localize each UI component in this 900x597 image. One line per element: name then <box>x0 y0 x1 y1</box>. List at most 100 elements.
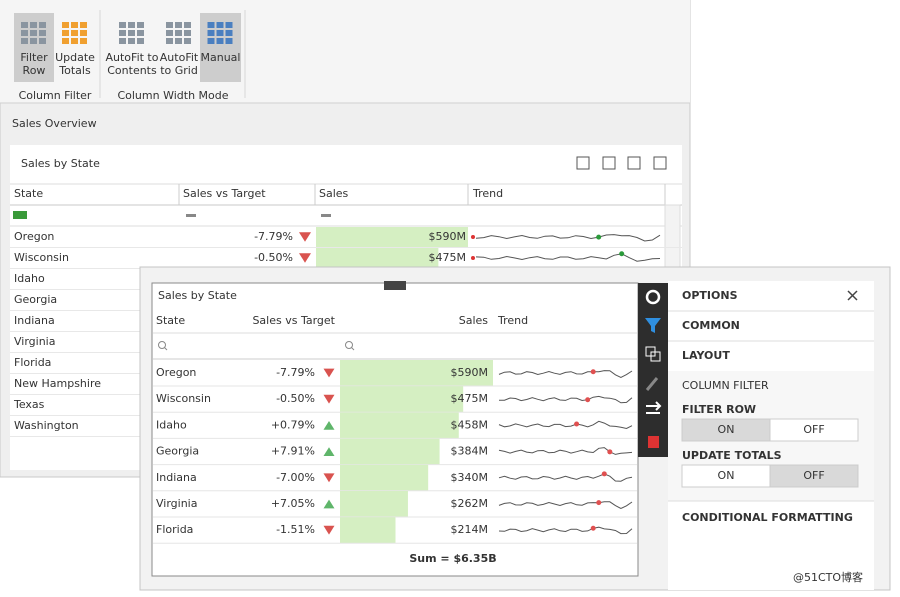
sparkline-peak <box>607 449 613 455</box>
state-cell: New Hampshire <box>14 377 101 390</box>
sales-bar <box>340 517 396 544</box>
ribbon-icon <box>175 38 182 44</box>
ribbon-icon <box>166 30 173 36</box>
sparkline-peak <box>590 369 596 375</box>
sales-cell: $340M <box>451 471 489 484</box>
ribbon-button-label: AutoFit to <box>106 51 159 64</box>
ribbon-icon <box>166 38 173 44</box>
card-icon[interactable] <box>576 156 590 170</box>
sparkline-start <box>471 235 475 239</box>
ribbon-icon <box>71 38 78 44</box>
drag-handle[interactable] <box>384 281 406 290</box>
ribbon-icon <box>71 30 78 36</box>
ribbon-icon <box>39 38 46 44</box>
state-cell: Idaho <box>156 418 187 431</box>
page-title: Sales Overview <box>12 117 97 130</box>
options-title: OPTIONS <box>682 289 738 302</box>
toolbar-arrows[interactable] <box>646 401 662 414</box>
card-icon[interactable] <box>627 156 641 170</box>
trend-arrow <box>323 447 335 456</box>
ribbon-icon <box>216 30 224 36</box>
sales-bar <box>340 360 493 387</box>
ribbon-icon <box>137 30 144 36</box>
column-header: Trend <box>472 187 503 200</box>
ribbon-icon <box>207 38 215 44</box>
sparkline-peak <box>601 471 607 477</box>
state-cell: Indiana <box>156 471 197 484</box>
ribbon-button-label: Manual <box>201 51 241 64</box>
ribbon-icon <box>225 30 233 36</box>
toolbar-layout[interactable] <box>650 351 661 362</box>
ribbon-icon <box>128 30 135 36</box>
ribbon-icon <box>119 38 126 44</box>
ribbon-button-label: Contents <box>107 64 157 77</box>
vs-target-cell: -1.51% <box>276 523 315 536</box>
column-header: Sales <box>319 187 349 200</box>
state-cell: Virginia <box>14 335 55 348</box>
sparkline <box>498 526 633 535</box>
state-cell: Idaho <box>14 272 45 285</box>
vs-target-cell: -7.79% <box>276 366 315 379</box>
ribbon-icon <box>207 22 215 28</box>
sales-bar <box>316 248 439 268</box>
toolbar-filter[interactable] <box>645 318 661 333</box>
ribbon-button-label: Totals <box>58 64 91 77</box>
sales-cell: $590M <box>429 230 467 243</box>
ribbon-icon <box>71 22 78 28</box>
toolbar-gear[interactable] <box>645 289 661 305</box>
sales-cell: $384M <box>451 445 489 458</box>
sparkline-peak <box>596 234 602 240</box>
column-header: State <box>14 187 43 200</box>
ribbon-icon <box>225 22 233 28</box>
sparkline <box>475 253 661 262</box>
trend-arrow <box>323 421 335 430</box>
ribbon-icon <box>137 38 144 44</box>
ribbon <box>0 0 690 103</box>
ribbon-icon <box>225 38 233 44</box>
options-section: CONDITIONAL FORMATTING <box>682 511 853 524</box>
sales-bar <box>340 464 429 491</box>
toggle-label: OFF <box>803 469 824 482</box>
state-cell: Indiana <box>14 314 55 327</box>
ribbon-group-label: Column Filter <box>19 89 92 102</box>
card-icon[interactable] <box>653 156 667 170</box>
option-label: UPDATE TOTALS <box>682 449 782 462</box>
toggle-button[interactable] <box>769 418 859 442</box>
vs-target-cell: -7.79% <box>254 230 293 243</box>
card-icon[interactable] <box>602 156 616 170</box>
trend-arrow <box>299 232 311 242</box>
ribbon-icon <box>175 22 182 28</box>
ribbon-icon <box>62 22 69 28</box>
trend-arrow <box>323 368 335 378</box>
ribbon-icon <box>80 38 87 44</box>
sparkline-peak <box>574 421 580 427</box>
grid-header <box>10 184 682 205</box>
ribbon-icon <box>216 38 224 44</box>
vs-target-cell: +0.79% <box>271 418 315 431</box>
toolbar-delete[interactable] <box>648 436 659 448</box>
toolbar-wrench[interactable] <box>645 377 659 391</box>
sales-cell: $214M <box>451 523 489 536</box>
ribbon-icon <box>80 22 87 28</box>
ribbon-icon <box>62 38 69 44</box>
trend-arrow <box>323 525 335 535</box>
filter-icon <box>186 214 196 217</box>
column-header: Trend <box>497 314 528 327</box>
toggle-button[interactable] <box>769 464 859 488</box>
sales-cell: $475M <box>429 251 467 264</box>
ribbon-icon <box>39 30 46 36</box>
close-button[interactable] <box>847 290 858 301</box>
ribbon-icon <box>30 22 37 28</box>
sparkline <box>499 395 633 404</box>
filter-icon <box>13 211 27 219</box>
ribbon-icon <box>119 22 126 28</box>
sparkline <box>498 473 633 482</box>
card-title: Sales by State <box>21 157 100 170</box>
vs-target-cell: +7.05% <box>271 497 315 510</box>
sales-bar <box>340 491 408 518</box>
sparkline-peak <box>590 525 596 531</box>
state-cell: Georgia <box>156 445 199 458</box>
ribbon-icon <box>137 22 144 28</box>
ribbon-icon <box>80 30 87 36</box>
vs-target-cell: -0.50% <box>254 251 293 264</box>
